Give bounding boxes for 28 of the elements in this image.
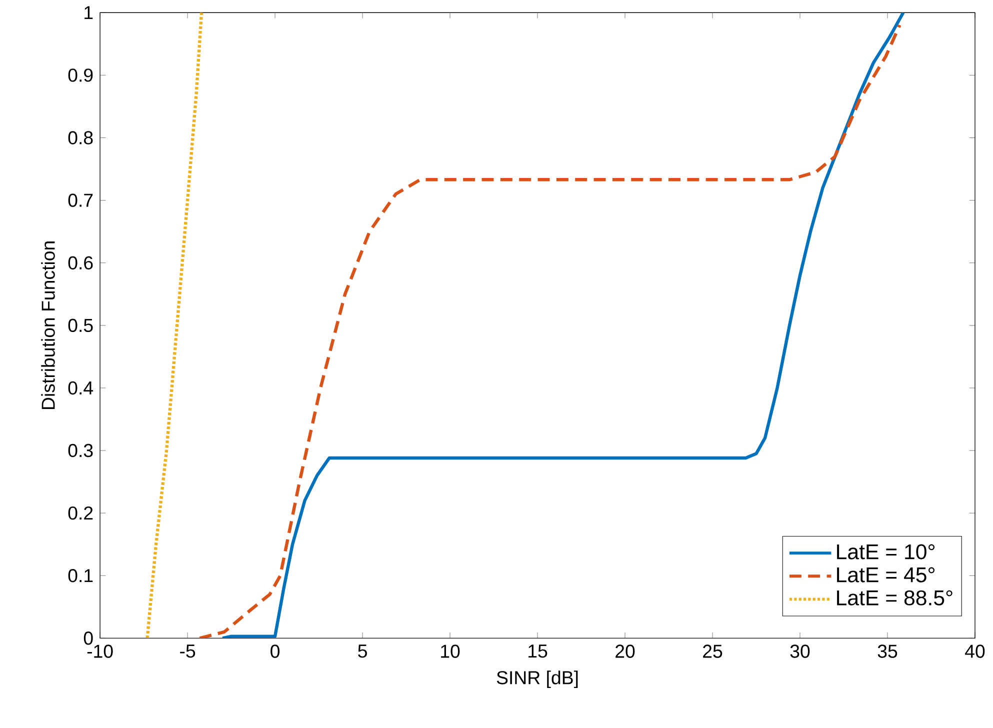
y-tick-label: 0.1	[68, 568, 93, 582]
y-tick-label: 0.9	[68, 68, 93, 82]
y-tick-label: 0.7	[68, 194, 93, 207]
x-tick-label: 30	[790, 644, 810, 658]
x-axis-title: SINR [dB]	[496, 670, 578, 688]
x-tick-label: 10	[441, 644, 460, 658]
y-tick-label: 1	[84, 6, 93, 19]
x-tick-label: -5	[180, 644, 196, 658]
x-tick-label: 0	[270, 644, 280, 658]
x-tick-label: 25	[703, 644, 722, 658]
y-tick-label: 0.2	[68, 506, 93, 520]
y-tick-label: 0	[84, 631, 93, 645]
y-tick-label: 0.8	[68, 131, 93, 144]
legend-label: LatE = 45°	[837, 567, 934, 582]
y-tick-label: 0.4	[68, 381, 93, 394]
x-tick-label: -10	[87, 644, 113, 658]
y-tick-label: 0.6	[68, 256, 93, 270]
y-tick-label: 0.3	[68, 444, 93, 458]
legend-label: LatE = 10°	[837, 544, 934, 560]
x-tick-label: 40	[965, 644, 985, 658]
x-tick-label: 35	[878, 644, 898, 658]
x-tick-label: 15	[528, 644, 548, 658]
y-tick-label: 0.5	[68, 318, 93, 332]
x-tick-label: 20	[616, 644, 635, 658]
legend-label: LatE = 88.5°	[837, 590, 952, 606]
x-tick-label: 5	[358, 644, 367, 658]
y-axis-title: Distribution Function	[41, 241, 55, 409]
line-series	[146, 12, 204, 638]
